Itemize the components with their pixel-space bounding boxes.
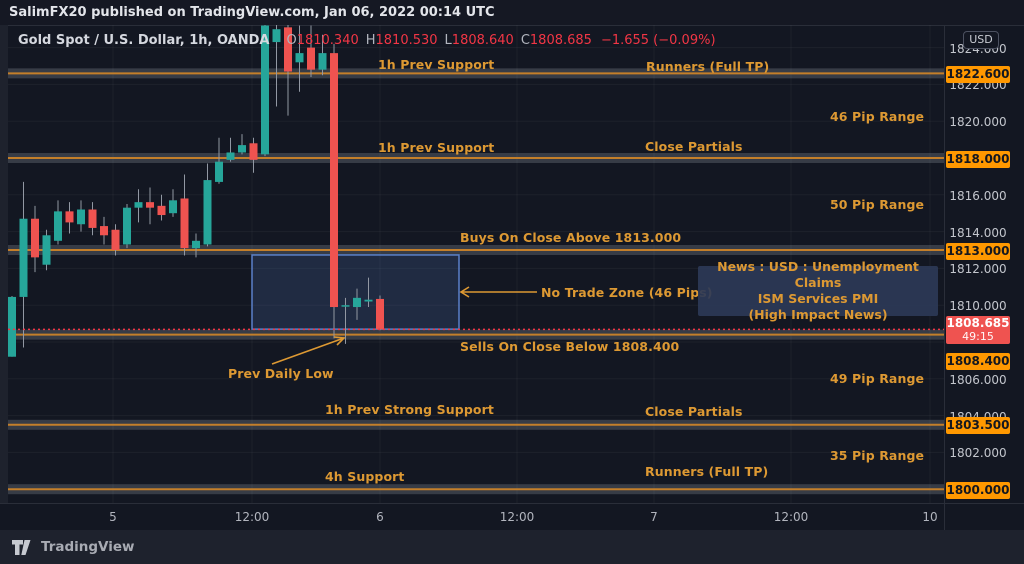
annotation-1h-prev-support-1[interactable]: 1h Prev Support bbox=[378, 57, 495, 72]
time-axis-label: 10 bbox=[922, 510, 938, 524]
axis-corner-divider bbox=[944, 504, 945, 531]
tradingview-logo[interactable] bbox=[12, 539, 34, 555]
annotation-close-partials-1[interactable]: Close Partials bbox=[645, 139, 743, 154]
watermark-text[interactable]: TradingView bbox=[41, 539, 135, 555]
price-level-badge: 1813.000 bbox=[946, 242, 1010, 260]
high-value: 1810.530 bbox=[375, 33, 438, 48]
annotation-46-pip-range[interactable]: 46 Pip Range bbox=[830, 109, 925, 124]
annotation-buys-on-close[interactable]: Buys On Close Above 1813.000 bbox=[460, 230, 682, 245]
price-level-badge: 1808.400 bbox=[946, 353, 1010, 371]
time-axis-label: 5 bbox=[109, 510, 117, 524]
news-note-box[interactable]: News : USD : Unemployment Claims ISM Ser… bbox=[698, 259, 938, 322]
price-scale-label: 1810.000 bbox=[949, 299, 1007, 314]
annotation-prev-daily-low[interactable]: Prev Daily Low bbox=[228, 366, 334, 381]
time-axis[interactable]: 5 12:00 6 12:00 7 12:00 10 bbox=[0, 503, 1024, 531]
news-line-3: (High Impact News) bbox=[748, 307, 888, 322]
change-value: −1.655 (−0.09%) bbox=[600, 33, 716, 48]
price-scale-label: 1802.000 bbox=[949, 446, 1007, 461]
time-axis-label: 7 bbox=[650, 510, 658, 524]
news-line-2: ISM Services PMI bbox=[757, 291, 879, 306]
chart-legend: Gold Spot / U.S. Dollar, 1h, OANDA O1810.… bbox=[18, 33, 716, 48]
price-scale-label: 1814.000 bbox=[949, 225, 1007, 240]
watermark-bar: TradingView bbox=[0, 530, 1024, 564]
annotation-1h-prev-strong-support[interactable]: 1h Prev Strong Support bbox=[325, 402, 494, 417]
annotation-1h-prev-support-2[interactable]: 1h Prev Support bbox=[378, 140, 495, 155]
price-scale-label: 1816.000 bbox=[949, 188, 1007, 203]
attribution-bar: SalimFX20 published on TradingView.com, … bbox=[0, 0, 1024, 25]
high-label: H bbox=[365, 33, 376, 48]
price-level-badge: 1800.000 bbox=[946, 481, 1010, 499]
annotation-sells-on-close[interactable]: Sells On Close Below 1808.400 bbox=[460, 339, 680, 354]
annotation-4h-support[interactable]: 4h Support bbox=[325, 469, 405, 484]
annotation-49-pip-range[interactable]: 49 Pip Range bbox=[830, 371, 925, 386]
price-scale[interactable]: USD 1808.685 49:15 1824.0001822.0001820.… bbox=[944, 25, 1024, 503]
last-price-badge: 1808.685 49:15 bbox=[946, 316, 1010, 345]
attribution-text: SalimFX20 published on TradingView.com, … bbox=[9, 5, 495, 20]
annotation-close-partials-2[interactable]: Close Partials bbox=[645, 404, 743, 419]
news-line-1: News : USD : Unemployment Claims bbox=[717, 259, 919, 290]
price-level-badge: 1818.000 bbox=[946, 150, 1010, 168]
symbol-title[interactable]: Gold Spot / U.S. Dollar, 1h, OANDA bbox=[18, 33, 270, 48]
price-level-badge: 1822.600 bbox=[946, 65, 1010, 83]
last-price-value: 1808.685 bbox=[946, 316, 1010, 331]
annotation-no-trade-zone[interactable]: No Trade Zone (46 Pips) bbox=[541, 285, 713, 300]
open-value: 1810.340 bbox=[296, 33, 359, 48]
annotation-50-pip-range[interactable]: 50 Pip Range bbox=[830, 197, 925, 212]
time-axis-label: 6 bbox=[376, 510, 384, 524]
open-label: O bbox=[286, 33, 297, 48]
low-label: L bbox=[444, 33, 452, 48]
close-label: C bbox=[520, 33, 530, 48]
chart-pane[interactable] bbox=[8, 25, 944, 503]
time-axis-label: 12:00 bbox=[773, 510, 809, 524]
low-value: 1808.640 bbox=[451, 33, 514, 48]
price-level-badge: 1803.500 bbox=[946, 417, 1010, 435]
price-scale-label: 1820.000 bbox=[949, 115, 1007, 130]
time-axis-label: 12:00 bbox=[499, 510, 535, 524]
annotation-35-pip-range[interactable]: 35 Pip Range bbox=[830, 448, 925, 463]
currency-toggle[interactable]: USD bbox=[963, 31, 999, 49]
price-scale-label: 1806.000 bbox=[949, 372, 1007, 387]
annotation-runners-full-tp-2[interactable]: Runners (Full TP) bbox=[645, 464, 769, 479]
close-value: 1808.685 bbox=[529, 33, 592, 48]
bar-countdown: 49:15 bbox=[962, 330, 994, 344]
time-axis-label: 12:00 bbox=[234, 510, 270, 524]
annotation-runners-full-tp-1[interactable]: Runners (Full TP) bbox=[646, 59, 770, 74]
price-scale-label: 1812.000 bbox=[949, 262, 1007, 277]
